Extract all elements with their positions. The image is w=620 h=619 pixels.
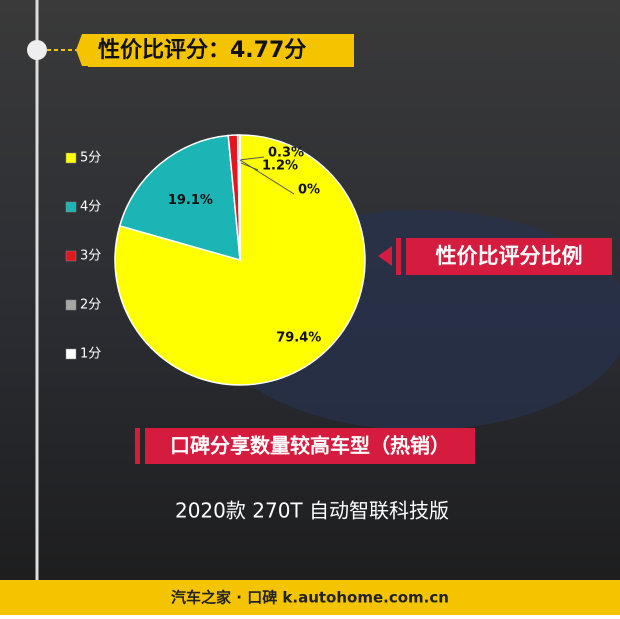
chart-subtitle: 性价比评分比例 (436, 244, 583, 268)
legend-swatch (65, 348, 77, 360)
legend-label: 3分 (80, 249, 101, 264)
data-label: 79.4% (276, 330, 321, 345)
data-label: 0.3% (268, 146, 304, 161)
subtitle-arrow (378, 246, 392, 266)
caption: 口碑分享数量较高车型（热销） (170, 434, 450, 458)
model-name: 2020款 270T 自动智联科技版 (175, 499, 449, 523)
legend-swatch (65, 250, 77, 262)
title-arrow (76, 34, 88, 66)
caption-banner (145, 428, 475, 464)
legend-swatch (65, 201, 77, 213)
legend-label: 5分 (80, 151, 101, 166)
caption-stripe (135, 428, 140, 464)
data-label: 19.1% (168, 193, 213, 208)
legend-swatch (65, 152, 77, 164)
subtitle-banner (406, 238, 612, 275)
legend-swatch (65, 299, 77, 311)
pie-slice (118, 134, 241, 262)
chart-title: 性价比评分：4.77分 (98, 38, 306, 63)
data-label: 1.2% (262, 159, 298, 174)
leader-line (239, 159, 295, 195)
legend-label: 2分 (80, 298, 101, 313)
footer: 汽车之家 · 口碑 k.autohome.com.cn (171, 589, 449, 607)
pie-chart: 79.4% 19.1% 1.2%0.3% 0% 5分 4分 3分 2分 1分 (65, 134, 366, 386)
timeline-dot (27, 40, 47, 60)
subtitle-stripe (396, 238, 401, 275)
legend-label: 1分 (80, 347, 101, 362)
leader-line (238, 156, 265, 161)
data-label: 0% (298, 183, 320, 198)
footer-bar (0, 580, 620, 615)
legend-label: 4分 (80, 200, 101, 215)
title-banner (88, 34, 354, 67)
